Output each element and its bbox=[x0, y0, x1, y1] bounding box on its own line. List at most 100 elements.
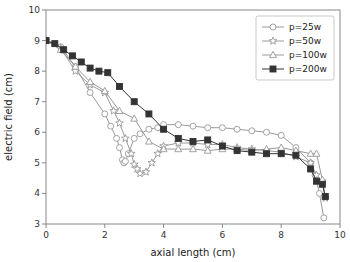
point bbox=[175, 135, 181, 141]
point bbox=[308, 160, 314, 166]
point bbox=[205, 137, 211, 143]
point bbox=[308, 166, 314, 172]
point bbox=[322, 193, 329, 199]
y-tick bbox=[42, 224, 46, 225]
point bbox=[234, 148, 240, 154]
point bbox=[146, 126, 152, 132]
point bbox=[46, 38, 49, 44]
point bbox=[146, 111, 152, 117]
point bbox=[234, 126, 240, 132]
x-axis-label: axial length (cm) bbox=[150, 247, 235, 258]
point bbox=[190, 138, 196, 144]
y-tick bbox=[42, 162, 46, 163]
point bbox=[219, 125, 225, 131]
point bbox=[190, 146, 197, 152]
point bbox=[322, 194, 330, 201]
x-tick-label: 6 bbox=[220, 230, 226, 240]
point bbox=[292, 153, 300, 160]
y-tick bbox=[42, 132, 46, 133]
x-tick bbox=[222, 224, 223, 228]
y-tick bbox=[42, 101, 46, 102]
point bbox=[322, 193, 328, 199]
point bbox=[87, 78, 94, 84]
point bbox=[307, 150, 314, 156]
point bbox=[293, 152, 299, 158]
point bbox=[264, 129, 270, 135]
legend-label: p=100w bbox=[289, 50, 327, 60]
point bbox=[148, 159, 156, 166]
point bbox=[278, 132, 284, 138]
point bbox=[313, 178, 319, 184]
legend: p=25w p=50w p=100w p=200w bbox=[256, 16, 334, 80]
point bbox=[117, 145, 123, 151]
y-tick bbox=[42, 71, 46, 72]
legend-label: p=50w bbox=[289, 36, 321, 46]
legend-marker bbox=[270, 66, 276, 72]
point bbox=[249, 128, 255, 134]
point bbox=[78, 59, 84, 65]
chart: 0246810345678910axial length (cm)electri… bbox=[0, 0, 350, 262]
point bbox=[278, 144, 285, 150]
point bbox=[190, 123, 196, 129]
point bbox=[61, 47, 67, 53]
y-tick-label: 10 bbox=[29, 5, 41, 15]
x-tick-label: 2 bbox=[102, 230, 108, 240]
point bbox=[117, 83, 123, 89]
point bbox=[175, 146, 182, 152]
point bbox=[204, 147, 211, 153]
point bbox=[146, 138, 153, 144]
point bbox=[142, 168, 150, 175]
point bbox=[205, 125, 211, 131]
point bbox=[46, 37, 49, 43]
point bbox=[87, 65, 93, 71]
x-tick bbox=[104, 224, 105, 228]
point bbox=[316, 190, 322, 196]
y-tick-label: 8 bbox=[34, 66, 40, 76]
point bbox=[313, 150, 320, 156]
point bbox=[116, 107, 123, 113]
point bbox=[131, 115, 138, 121]
y-tick-label: 4 bbox=[34, 188, 40, 198]
x-tick-label: 0 bbox=[43, 230, 49, 240]
point bbox=[116, 119, 124, 126]
point bbox=[131, 99, 137, 105]
point bbox=[102, 111, 108, 117]
y-tick-label: 7 bbox=[34, 97, 40, 107]
plot-frame bbox=[46, 10, 340, 224]
y-tick-label: 9 bbox=[34, 36, 40, 46]
point bbox=[46, 37, 50, 44]
point bbox=[264, 151, 270, 157]
point bbox=[161, 126, 167, 132]
y-tick bbox=[42, 193, 46, 194]
y-tick-label: 5 bbox=[34, 158, 40, 168]
point bbox=[122, 158, 128, 164]
point bbox=[307, 159, 315, 166]
point bbox=[122, 134, 130, 141]
x-tick bbox=[163, 224, 164, 228]
point bbox=[105, 70, 111, 76]
legend-marker bbox=[269, 37, 277, 44]
point bbox=[127, 150, 135, 157]
point bbox=[249, 149, 255, 155]
y-tick bbox=[42, 10, 46, 11]
point bbox=[108, 123, 114, 129]
y-tick-label: 6 bbox=[34, 127, 40, 137]
legend-box bbox=[256, 16, 334, 80]
point bbox=[46, 38, 49, 44]
point bbox=[52, 41, 58, 47]
legend-label: p=200w bbox=[289, 64, 327, 74]
x-tick bbox=[46, 224, 47, 228]
point bbox=[101, 87, 108, 93]
x-tick bbox=[281, 224, 282, 228]
y-tick-label: 3 bbox=[34, 219, 40, 229]
legend-label: p=25w bbox=[289, 22, 321, 32]
point bbox=[319, 181, 325, 187]
x-tick-label: 10 bbox=[334, 230, 346, 240]
x-tick-label: 8 bbox=[278, 230, 284, 240]
point bbox=[131, 135, 137, 141]
y-axis-label: electric field (cm) bbox=[3, 73, 14, 161]
point bbox=[321, 215, 327, 221]
point bbox=[96, 68, 102, 74]
point bbox=[160, 146, 167, 152]
point bbox=[87, 90, 93, 96]
